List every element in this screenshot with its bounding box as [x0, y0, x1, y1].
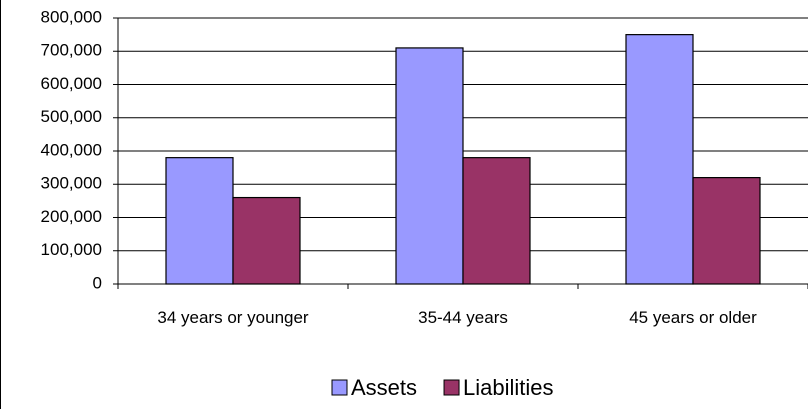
legend-swatch	[331, 379, 348, 396]
bar	[395, 47, 464, 285]
bar	[462, 157, 531, 285]
y-tick-label: 800,000	[41, 7, 102, 26]
y-tick-label: 600,000	[41, 74, 102, 93]
y-tick-label: 300,000	[41, 174, 102, 193]
legend-label: Assets	[351, 375, 417, 400]
y-tick-label: 200,000	[41, 207, 102, 226]
y-tick-label: 0	[93, 273, 102, 292]
y-tick-label: 700,000	[41, 41, 102, 60]
bar	[165, 157, 234, 285]
y-tick-label: 400,000	[41, 140, 102, 159]
legend-swatch	[443, 379, 460, 396]
x-tick-label: 34 years or younger	[157, 308, 309, 327]
y-tick-label: 500,000	[41, 107, 102, 126]
x-tick-label: 35-44 years	[418, 308, 508, 327]
bar	[625, 34, 694, 285]
bar	[232, 196, 301, 285]
x-tick-label: 45 years or older	[629, 308, 757, 327]
bar	[692, 177, 761, 285]
legend-label: Liabilities	[463, 375, 554, 400]
y-tick-label: 100,000	[41, 240, 102, 259]
